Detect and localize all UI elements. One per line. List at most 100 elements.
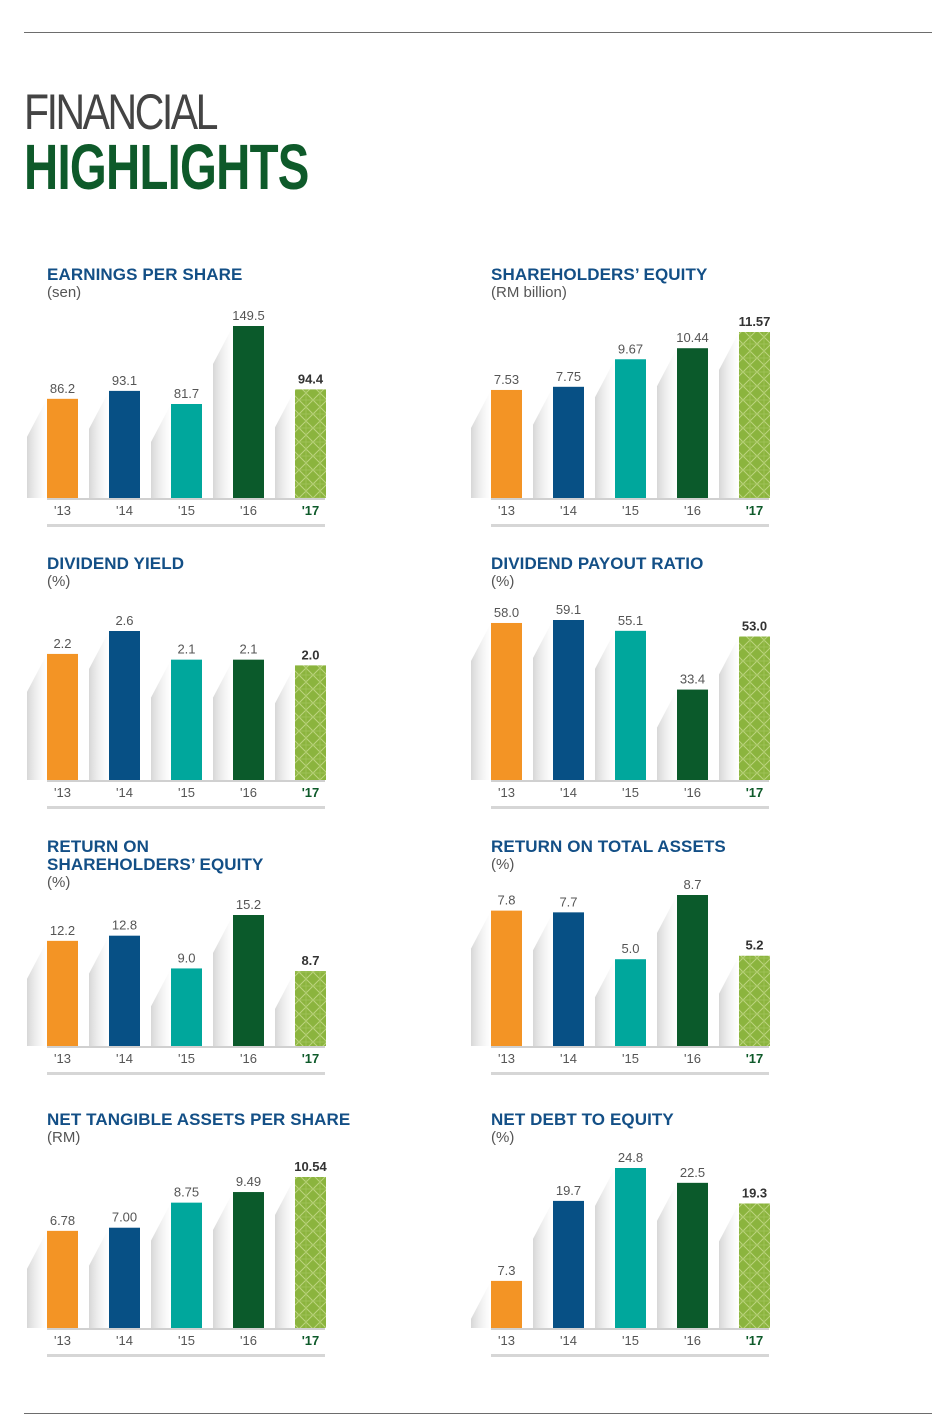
panel-net-tangible-assets-per-share: NET TANGIBLE ASSETS PER SHARE (RM) 6.78 '… <box>27 1110 377 1361</box>
bar-17 <box>739 955 770 1046</box>
data-label: 7.8 <box>497 893 515 908</box>
panel-unit: (%) <box>491 856 515 873</box>
data-label: 81.7 <box>174 386 199 401</box>
data-label: 7.3 <box>497 1263 515 1278</box>
bar-shadow <box>657 689 677 780</box>
bar-shadow <box>533 386 553 498</box>
bar-shadow <box>213 326 233 498</box>
baseline <box>47 1328 325 1330</box>
axis-underline <box>47 524 325 527</box>
bar-chart: 6.78 '13 7.00 '14 8.75 '15 9.49 '16 10.54 '17 <box>27 1159 328 1357</box>
data-label: 8.75 <box>174 1185 199 1200</box>
bar-shadow <box>595 359 615 498</box>
baseline <box>47 780 325 782</box>
bar-17 <box>739 332 770 498</box>
data-label: 53.0 <box>742 619 767 634</box>
x-tick-label: '16 <box>240 1051 257 1066</box>
page-title-line1: FINANCIAL <box>24 84 218 140</box>
data-label: 55.1 <box>618 613 643 628</box>
data-label: 19.7 <box>556 1183 581 1198</box>
x-tick-label: '17 <box>746 785 764 800</box>
data-label: 11.57 <box>739 314 771 329</box>
bar-13 <box>491 910 522 1046</box>
panel-unit: (%) <box>491 573 515 590</box>
baseline <box>491 1328 769 1330</box>
panel-dividend-yield: DIVIDEND YIELD (%) 2.2 '13 2.6 '14 2.1 '15 2.1… <box>27 555 377 815</box>
x-tick-label: '17 <box>302 1333 320 1348</box>
x-tick-label: '16 <box>240 785 257 800</box>
panel-title: RETURN ON TOTAL ASSETS <box>491 837 726 856</box>
bar-15 <box>615 1168 646 1328</box>
data-label: 7.75 <box>556 369 581 384</box>
bar-14 <box>109 935 140 1046</box>
bar-shadow <box>151 1202 171 1328</box>
x-tick-label: '13 <box>54 1333 71 1348</box>
data-label: 9.0 <box>177 950 195 965</box>
bar-13 <box>491 389 522 498</box>
bar-13 <box>47 940 78 1046</box>
data-label: 5.2 <box>745 938 763 953</box>
data-label: 149.5 <box>232 308 265 323</box>
panel-unit: (RM) <box>47 1129 81 1146</box>
bar-shadow <box>719 636 739 780</box>
data-label: 33.4 <box>680 672 705 687</box>
x-tick-label: '16 <box>684 1333 701 1348</box>
panel-unit: (%) <box>47 874 71 891</box>
axis-underline <box>491 1072 769 1075</box>
bar-16 <box>233 659 264 780</box>
data-label: 5.0 <box>621 941 639 956</box>
x-tick-label: '14 <box>116 785 133 800</box>
data-label: 7.53 <box>494 372 519 387</box>
bar-15 <box>615 959 646 1046</box>
bar-shadow <box>275 1177 295 1328</box>
data-label: 8.7 <box>301 953 319 968</box>
bar-chart: 7.3 '13 19.7 '14 24.8 '15 22.5 '16 19.3 '17 <box>471 1150 770 1357</box>
bar-15 <box>171 404 202 498</box>
bar-shadow <box>533 1200 553 1328</box>
bar-13 <box>47 653 78 780</box>
bar-shadow <box>533 912 553 1046</box>
panel-title: NET TANGIBLE ASSETS PER SHARE <box>47 1110 351 1129</box>
data-label: 7.7 <box>559 894 577 909</box>
bar-14 <box>109 390 140 498</box>
data-label: 10.54 <box>294 1159 327 1174</box>
panel-return-on-total-assets: RETURN ON TOTAL ASSETS (%) 7.8 '13 7.7 '14 5… <box>471 837 821 1078</box>
bar-14 <box>553 620 584 780</box>
bar-shadow <box>275 665 295 780</box>
bar-17 <box>739 1203 770 1328</box>
bar-shadow <box>213 915 233 1046</box>
bar-17 <box>295 389 326 498</box>
baseline <box>47 498 325 500</box>
x-tick-label: '15 <box>622 785 639 800</box>
bar-shadow <box>89 631 109 780</box>
x-tick-label: '17 <box>302 503 320 518</box>
bar-shadow <box>471 389 491 498</box>
panel-net-debt-to-equity: NET DEBT TO EQUITY (%) 7.3 '13 19.7 '14 24.8… <box>471 1111 821 1361</box>
data-label: 58.0 <box>494 605 519 620</box>
bar-16 <box>677 1182 708 1328</box>
axis-underline <box>47 1354 325 1357</box>
data-label: 2.0 <box>301 647 319 662</box>
data-label: 2.1 <box>177 642 195 657</box>
x-tick-label: '17 <box>746 1051 764 1066</box>
axis-underline <box>491 806 769 809</box>
bar-shadow <box>657 1182 677 1328</box>
top-rule <box>24 32 932 33</box>
axis-underline <box>47 1072 325 1075</box>
x-tick-label: '14 <box>560 1051 577 1066</box>
bar-chart: 7.53 '13 7.75 '14 9.67 '15 10.44 '16 11.57 '17 <box>471 314 770 527</box>
bar-15 <box>171 1202 202 1328</box>
axis-underline <box>491 1354 769 1357</box>
data-label: 7.00 <box>112 1210 137 1225</box>
x-tick-label: '15 <box>622 1333 639 1348</box>
x-tick-label: '15 <box>622 1051 639 1066</box>
bar-shadow <box>595 630 615 780</box>
panel-title: DIVIDEND PAYOUT RATIO <box>491 554 704 573</box>
panel-unit: (RM billion) <box>491 284 567 301</box>
bar-15 <box>171 968 202 1046</box>
data-label: 15.2 <box>236 897 261 912</box>
bar-16 <box>677 348 708 498</box>
bar-shadow <box>151 968 171 1046</box>
bar-shadow <box>719 1203 739 1328</box>
panel-shareholders-equity: SHAREHOLDERS’ EQUITY (RM billion) 7.53 '1… <box>471 266 821 536</box>
